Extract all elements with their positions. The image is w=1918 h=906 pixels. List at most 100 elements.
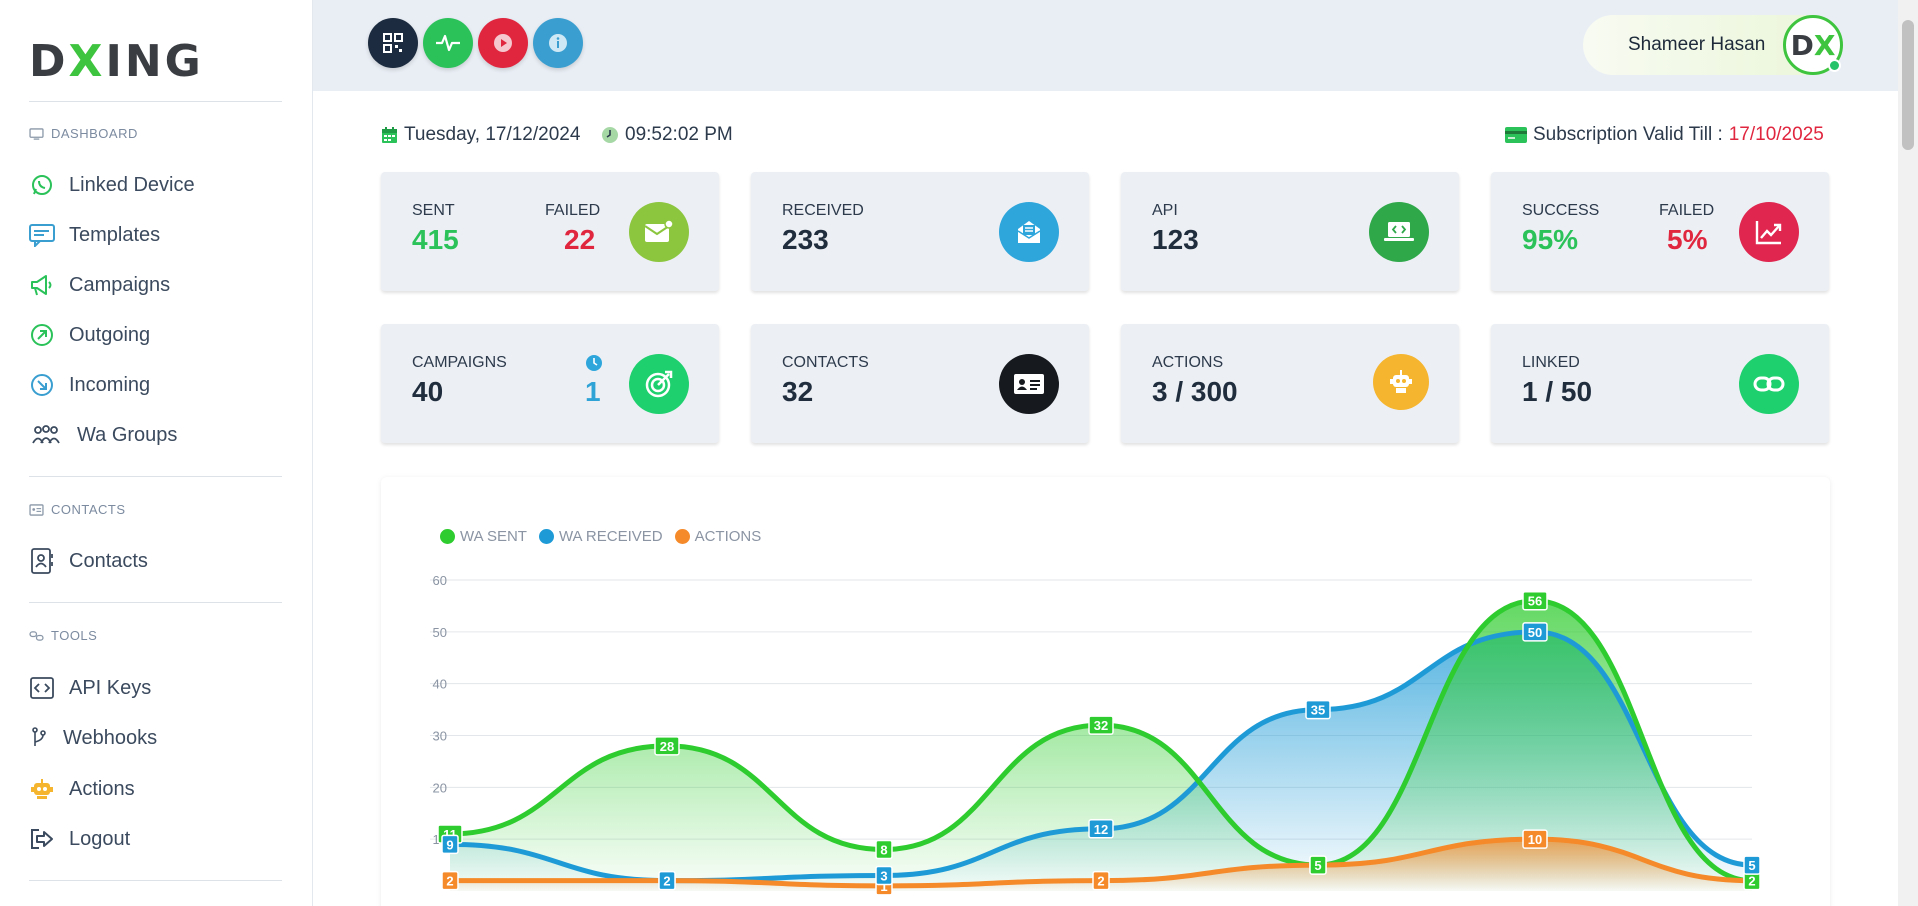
calendar-icon <box>382 127 397 143</box>
data-label: 2 <box>663 874 670 889</box>
sidebar-divider <box>29 602 282 603</box>
sidebar-item-label: Incoming <box>69 373 151 396</box>
legend-item-actions[interactable]: ACTIONS <box>674 528 762 545</box>
data-label-bg <box>875 839 893 860</box>
sidebar-item-actions[interactable]: Actions <box>29 776 135 802</box>
logout-icon <box>29 826 55 852</box>
legend-dot <box>538 529 554 544</box>
card-label: FAILED <box>1659 202 1715 219</box>
legend-label: ACTIONS <box>694 528 762 545</box>
sidebar-divider <box>29 476 282 477</box>
address-card-icon <box>999 354 1059 414</box>
laptop-code-icon <box>1369 202 1429 262</box>
play-button[interactable] <box>478 18 528 68</box>
data-label-bg <box>1522 622 1548 642</box>
data-label: 56 <box>1528 594 1542 609</box>
page-scrollbar[interactable] <box>1898 0 1918 906</box>
sidebar-item-label: API Keys <box>69 676 152 699</box>
avatar-text-d: D <box>1790 28 1814 62</box>
time-display: 09:52:02 PM <box>601 124 733 146</box>
card-value: 3 / 300 <box>1152 376 1238 407</box>
card-contacts[interactable]: CONTACTS 32 <box>751 324 1089 443</box>
robot-icon <box>29 776 55 802</box>
card-value: 40 <box>412 376 444 407</box>
card-value: 415 <box>412 224 459 255</box>
data-label-bg <box>441 834 459 855</box>
sidebar-item-wa-groups[interactable]: Wa Groups <box>29 422 177 448</box>
arrow-up-right-circle-icon <box>29 322 55 348</box>
sidebar-item-logout[interactable]: Logout <box>29 826 130 852</box>
sidebar-item-label: Wa Groups <box>77 423 178 446</box>
data-label-bg <box>654 736 680 756</box>
data-label: 3 <box>880 868 887 883</box>
legend-label: WA SENT <box>460 528 527 545</box>
data-label-bg <box>658 870 676 891</box>
card-label: SUCCESS <box>1522 202 1600 219</box>
card-value: 95% <box>1522 224 1579 255</box>
qr-icon <box>383 33 403 53</box>
sidebar-item-label: Contacts <box>69 549 148 572</box>
data-label: 12 <box>1094 822 1108 837</box>
card-actions[interactable]: ACTIONS 3 / 300 <box>1121 324 1459 443</box>
sidebar-item-label: Actions <box>69 777 135 800</box>
qr-code-button[interactable] <box>368 18 418 68</box>
sidebar-item-label: Linked Device <box>69 173 195 196</box>
card-value: 123 <box>1152 224 1199 255</box>
sidebar-item-webhooks[interactable]: Webhooks <box>29 725 157 751</box>
card-success-failed[interactable]: SUCCESS 95% FAILED 5% <box>1491 172 1829 291</box>
card-value: 5% <box>1667 224 1708 255</box>
id-card-icon <box>29 503 44 516</box>
data-label: 28 <box>660 739 674 754</box>
sidebar-item-campaigns[interactable]: Campaigns <box>29 272 170 298</box>
card-scheduled-value: 1 <box>585 376 601 407</box>
sidebar-item-templates[interactable]: Templates <box>29 222 160 248</box>
activity-button[interactable] <box>423 18 473 68</box>
sidebar-item-label: Campaigns <box>69 273 171 296</box>
data-label: 35 <box>1311 703 1325 718</box>
card-value: 22 <box>564 224 596 255</box>
avatar-text-x: X <box>1813 28 1836 62</box>
link-icon <box>29 630 44 641</box>
card-sent-failed[interactable]: SENT 415 FAILED 22 <box>381 172 719 291</box>
chart-legend: WA SENT WA RECEIVED ACTIONS <box>440 528 761 545</box>
subscription-date: 17/10/2025 <box>1728 124 1824 145</box>
data-label-bg <box>1305 699 1331 720</box>
sidebar-item-linked-device[interactable]: Linked Device <box>29 172 195 198</box>
card-campaigns[interactable]: CAMPAIGNS 40 1 <box>381 324 719 443</box>
legend-item-wa-sent[interactable]: WA SENT <box>440 528 527 545</box>
scrollbar-thumb[interactable] <box>1902 20 1914 150</box>
date-display: Tuesday, 17/12/2024 <box>381 124 580 146</box>
sidebar-divider <box>29 101 282 102</box>
sidebar-item-label: Webhooks <box>63 726 158 749</box>
brand-logo[interactable]: DXING <box>29 36 204 87</box>
card-linked[interactable]: LINKED 1 / 50 <box>1491 324 1829 443</box>
branch-icon <box>29 725 49 751</box>
y-tick-label: 40 <box>433 677 447 692</box>
section-label: DASHBOARD <box>51 126 138 141</box>
chart-line-icon <box>1739 202 1799 262</box>
card-value: 233 <box>782 224 829 255</box>
sidebar-item-contacts[interactable]: Contacts <box>29 548 148 574</box>
sidebar-item-api-keys[interactable]: API Keys <box>29 675 151 701</box>
data-label: 32 <box>1094 718 1108 733</box>
section-label: TOOLS <box>51 628 98 643</box>
info-button[interactable] <box>533 18 583 68</box>
logo-text-d: D <box>29 36 69 87</box>
data-label-bg <box>1088 715 1114 735</box>
sidebar-item-incoming[interactable]: Incoming <box>29 372 150 398</box>
data-label: 2 <box>446 874 453 889</box>
data-label: 2 <box>1097 874 1104 889</box>
sidebar-item-label: Logout <box>69 827 131 850</box>
data-label-bg <box>1092 870 1110 891</box>
card-label: LINKED <box>1522 354 1580 371</box>
card-value: 1 / 50 <box>1522 376 1593 407</box>
sidebar-section-dashboard: DASHBOARD <box>29 126 138 141</box>
y-tick-label: 20 <box>433 780 447 795</box>
card-api[interactable]: API 123 <box>1121 172 1459 291</box>
link-icon <box>1739 354 1799 414</box>
sidebar-item-outgoing[interactable]: Outgoing <box>29 322 150 348</box>
card-received[interactable]: RECEIVED 233 <box>751 172 1089 291</box>
data-label-bg <box>1522 590 1548 611</box>
legend-item-wa-received[interactable]: WA RECEIVED <box>538 528 663 545</box>
